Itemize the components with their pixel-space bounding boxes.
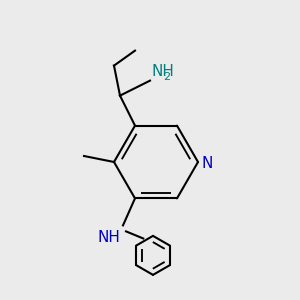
Text: 2: 2 [163, 71, 170, 82]
Text: NH: NH [152, 64, 174, 79]
Text: NH: NH [97, 230, 120, 245]
Text: N: N [202, 156, 213, 171]
